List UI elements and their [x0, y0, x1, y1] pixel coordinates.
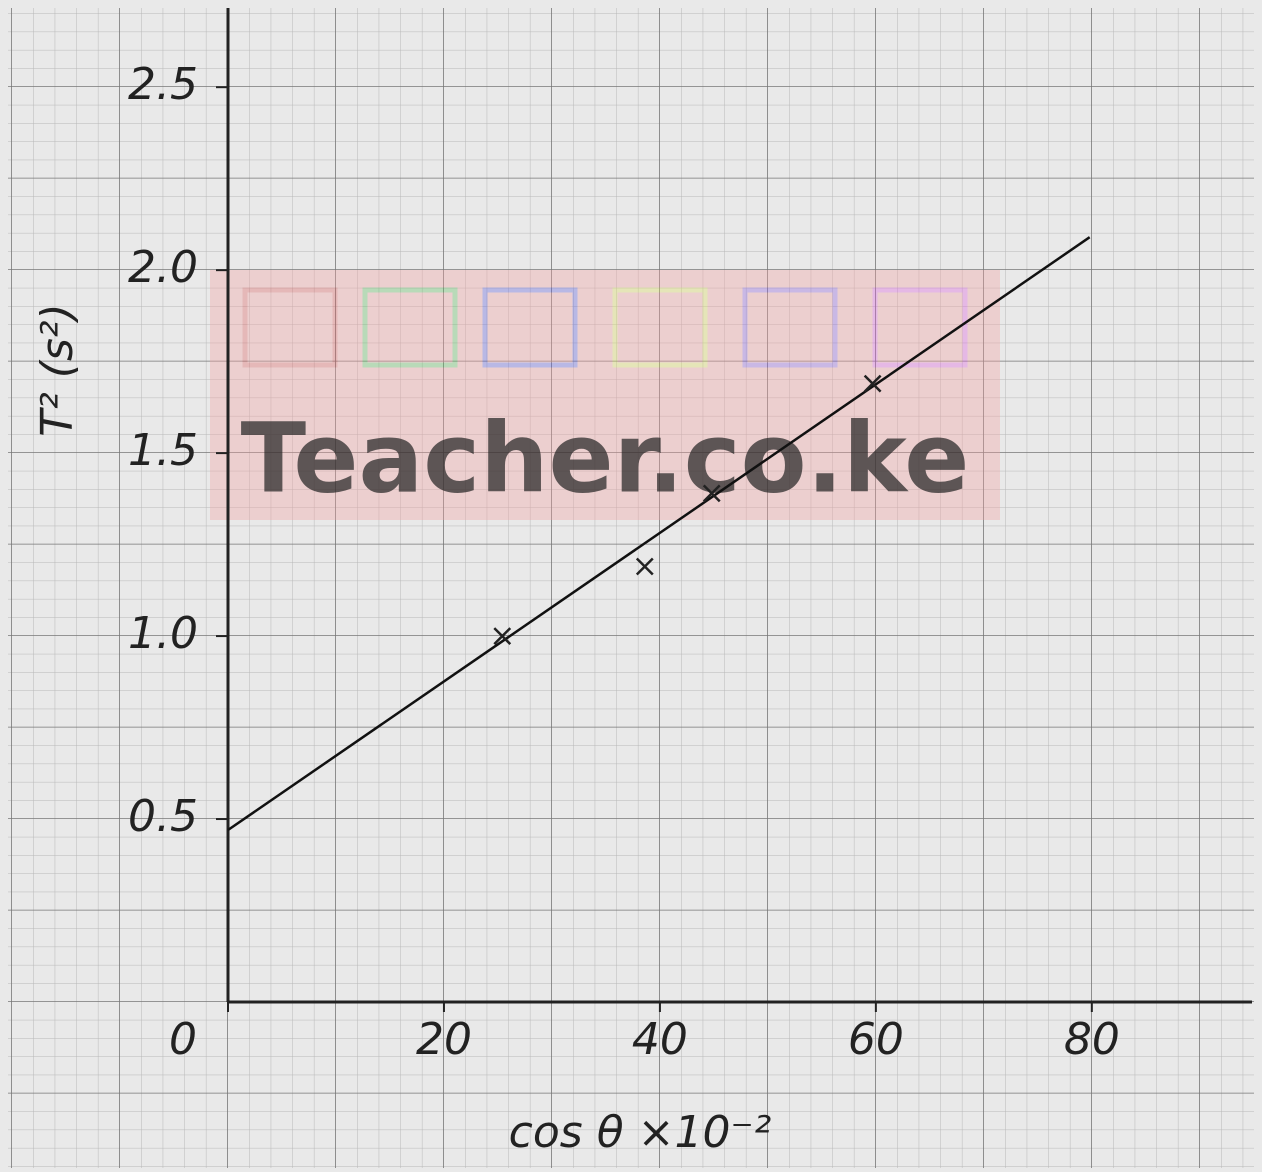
- watermark: Teacher.co.ke: [241, 402, 970, 514]
- x-tick-label: 60: [848, 1014, 904, 1065]
- y-axis-title: T² (s²): [32, 303, 83, 436]
- x-tick-label: 80: [1064, 1014, 1120, 1065]
- x-axis-title: cos θ ×10⁻²: [509, 1107, 772, 1158]
- y-tick-label: 1.5: [128, 425, 198, 476]
- y-tick-label: 0.5: [128, 791, 198, 842]
- y-tick-label: 1.0: [128, 608, 198, 659]
- y-tick-label: 2.5: [128, 59, 198, 110]
- paper-grid-major: [8, 8, 1254, 1168]
- chart: Teacher.co.ke cos θ ×10⁻² T² (s²) 0.5 1.0…: [0, 0, 1262, 1172]
- x-tick-label: 40: [632, 1014, 688, 1065]
- y-tick-label: 2.0: [128, 242, 198, 293]
- x-tick-label: 20: [416, 1014, 472, 1065]
- x-tick-label: 0: [169, 1014, 197, 1065]
